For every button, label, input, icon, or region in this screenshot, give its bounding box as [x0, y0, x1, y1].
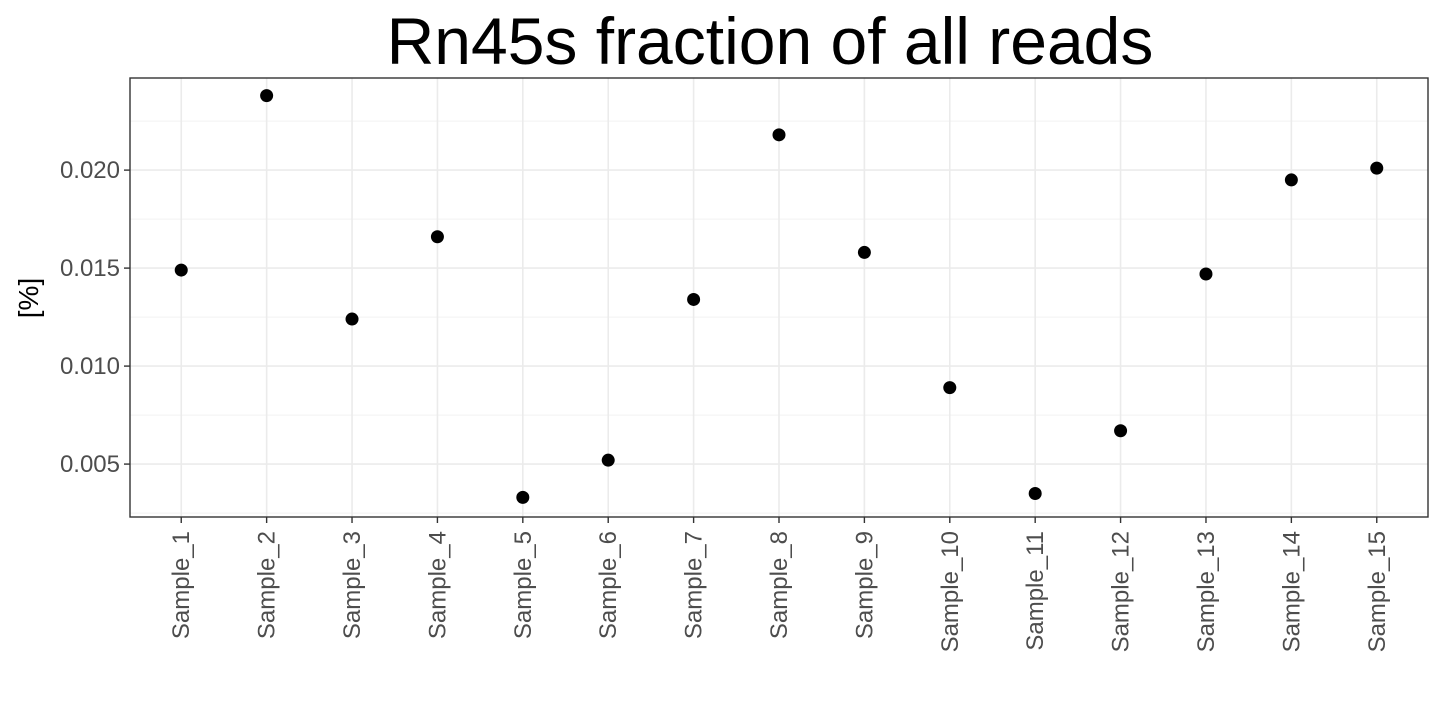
data-point — [174, 263, 188, 277]
grid-lines — [130, 78, 1428, 517]
y-tick-label: 0.005 — [60, 451, 120, 478]
data-point — [516, 490, 530, 504]
data-point — [857, 245, 871, 259]
plot-panel-border — [129, 77, 1429, 518]
x-tick-label: Sample_10 — [937, 531, 964, 652]
x-tick-label: Sample_7 — [681, 531, 708, 639]
x-tick-label: Sample_1 — [168, 531, 195, 639]
data-point — [943, 381, 957, 395]
data-point — [1199, 267, 1213, 281]
chart-title: Rn45s fraction of all reads — [387, 4, 1154, 78]
data-point — [1028, 486, 1042, 500]
x-tick-label: Sample_11 — [1022, 531, 1049, 651]
x-tick-label: Sample_9 — [851, 531, 878, 639]
x-tick-label: Sample_6 — [595, 531, 622, 639]
y-tick-label: 0.015 — [60, 255, 120, 282]
y-axis: 0.005 0.010 0.015 0.020 — [60, 157, 130, 478]
y-tick-label: 0.010 — [60, 353, 120, 380]
data-point — [687, 292, 701, 306]
x-tick-label: Sample_2 — [254, 531, 281, 639]
data-point — [1370, 161, 1384, 175]
x-tick-label: Sample_4 — [424, 531, 451, 639]
data-point — [1284, 173, 1298, 187]
x-tick-label: Sample_13 — [1193, 531, 1220, 652]
data-point — [1114, 424, 1128, 438]
x-axis: Sample_1 Sample_2 Sample_3 Sample_4 Sample_5… — [168, 517, 1391, 652]
x-tick-label: Sample_15 — [1364, 531, 1391, 652]
data-point — [601, 453, 615, 467]
data-point — [772, 128, 786, 142]
data-points — [174, 89, 1384, 504]
data-point — [260, 89, 274, 103]
y-axis-label: [%] — [13, 278, 44, 318]
data-point — [430, 230, 444, 244]
x-tick-label: Sample_8 — [766, 531, 793, 639]
data-point — [345, 312, 359, 326]
x-tick-label: Sample_12 — [1108, 531, 1135, 652]
x-tick-label: Sample_14 — [1278, 531, 1305, 652]
x-tick-label: Sample_3 — [339, 531, 366, 639]
x-tick-label: Sample_5 — [510, 531, 537, 639]
y-tick-label: 0.020 — [60, 157, 120, 184]
